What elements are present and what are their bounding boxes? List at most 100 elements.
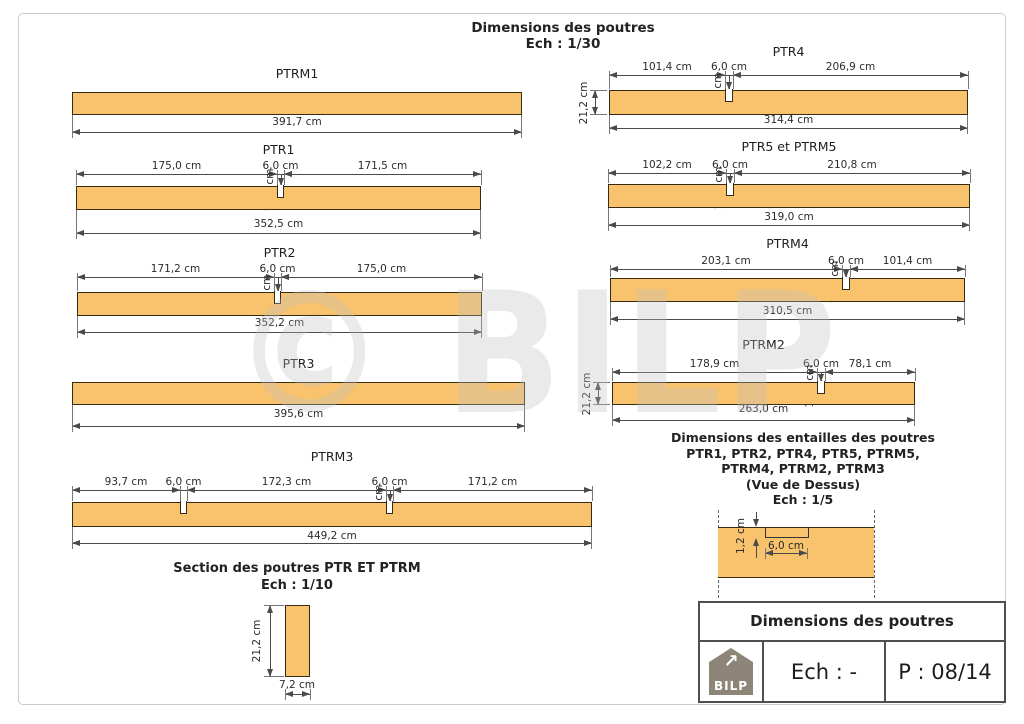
beam-label: PTR2	[263, 245, 296, 260]
dim-line	[610, 319, 965, 320]
sheet-title-scale: Ech : 1/30	[525, 36, 601, 52]
dim-total: 319,0 cm	[764, 211, 814, 223]
dim-htick	[590, 90, 607, 91]
arrow-left-icon	[76, 171, 84, 177]
arrow-left-icon	[612, 417, 620, 423]
entaille-depth-ext2	[756, 546, 757, 558]
dim-line	[609, 128, 968, 129]
dim-tick	[180, 486, 181, 501]
dim-label: 206,9 cm	[825, 61, 876, 73]
dim-label: 101,4 cm	[882, 255, 933, 267]
dim-tick	[970, 169, 971, 183]
section-height-label: 21,2 cm	[251, 619, 263, 663]
arrow-left-icon	[281, 274, 289, 280]
beam-label: PTRM3	[310, 449, 354, 464]
dim-tick	[726, 169, 727, 183]
dim-tick	[915, 368, 916, 381]
arrow-up-icon	[753, 538, 759, 546]
arrow-right-icon	[302, 691, 310, 697]
dim-line	[595, 90, 596, 115]
dim-label: 172,3 cm	[261, 476, 312, 488]
arrow-right-icon	[517, 423, 525, 429]
dim-line	[76, 233, 481, 234]
dim-line	[598, 382, 599, 405]
beam-notch	[726, 183, 734, 196]
dim-label: 6,0 cm	[711, 159, 749, 171]
entailles-heading-line: (Vue de Dessus)	[745, 476, 861, 492]
dim-label: 102,2 cm	[642, 159, 692, 171]
entaille-notch-outline	[765, 528, 809, 538]
dim-tick	[734, 169, 735, 183]
sheet-title-text: Dimensions des poutres	[471, 20, 655, 36]
centerline-right	[874, 510, 875, 598]
arrow-down-icon	[843, 270, 849, 278]
arrow-right-icon	[172, 487, 180, 493]
arrow-right-icon	[584, 487, 592, 493]
dim-line	[72, 426, 525, 427]
dim-tick	[521, 115, 522, 138]
arrow-right-icon	[514, 129, 522, 135]
dim-tick	[612, 368, 613, 381]
section-rect	[285, 605, 310, 677]
arrow-left-icon	[608, 222, 616, 228]
dim-label: 93,7 cm	[104, 476, 148, 488]
dim-tick	[524, 405, 525, 432]
dim-tick	[77, 316, 78, 338]
dim-line	[72, 490, 180, 491]
beam-height-label: 21,2 cm	[581, 372, 593, 415]
entailles-heading-line: PTR1, PTR2, PTR4, PTR5, PTRM5,	[686, 445, 920, 461]
dim-tick	[914, 405, 915, 426]
arrow-left-icon	[610, 266, 618, 272]
dim-total: 449,2 cm	[307, 530, 357, 542]
dim-htick	[590, 114, 607, 115]
dim-tick	[733, 71, 734, 89]
dim-tick	[482, 273, 483, 291]
beam-notch	[277, 185, 284, 198]
dim-tick	[608, 169, 609, 183]
section-heading-scale: Ech : 1/10	[261, 577, 333, 593]
arrow-left-icon	[733, 72, 741, 78]
beam-label: PTR4	[772, 44, 805, 59]
beam-notch	[386, 501, 393, 514]
dim-line	[187, 490, 386, 491]
dim-line	[612, 420, 915, 421]
dim-tick	[274, 273, 275, 291]
arrow-down-icon	[386, 494, 393, 502]
arrow-right-icon	[957, 316, 965, 322]
dim-label: 171,2 cm	[467, 476, 518, 488]
arrow-down-icon	[277, 178, 284, 186]
arrow-left-icon	[77, 329, 85, 335]
entaille-beam-top-view	[718, 527, 874, 578]
arrow-left-icon	[612, 369, 620, 375]
arrow-right-icon	[809, 369, 817, 375]
arrow-right-icon	[960, 125, 968, 131]
entailles-heading-line: PTRM4, PTRM2, PTRM3	[721, 461, 885, 476]
dim-label: 171,2 cm	[150, 263, 201, 275]
dim-line	[610, 269, 842, 270]
beam-notch	[817, 381, 825, 394]
dim-tick	[592, 486, 593, 501]
section-width-tick	[285, 689, 286, 700]
dim-tick	[281, 273, 282, 291]
arrow-left-icon	[609, 125, 617, 131]
arrow-right-icon	[474, 329, 482, 335]
dim-tick	[608, 208, 609, 231]
dim-line	[72, 132, 522, 133]
beam-rect	[608, 184, 970, 208]
dim-tick	[968, 71, 969, 89]
dim-total: 352,5 cm	[253, 218, 304, 230]
dim-tick	[284, 170, 285, 185]
bilp-logo-icon: ↗ BILP	[709, 648, 753, 695]
arrow-right-icon	[957, 266, 965, 272]
title-block-title: Dimensions des poutres	[700, 603, 1004, 642]
dim-label: 78,1 cm	[848, 358, 892, 370]
dim-line	[609, 75, 725, 76]
dim-tick	[965, 265, 966, 277]
dim-label: 6,0 cm	[262, 160, 299, 172]
dim-tick	[610, 265, 611, 277]
dim-tick	[591, 527, 592, 549]
dim-tick	[72, 527, 73, 549]
arrow-left-icon	[77, 274, 85, 280]
dim-tick	[967, 115, 968, 134]
